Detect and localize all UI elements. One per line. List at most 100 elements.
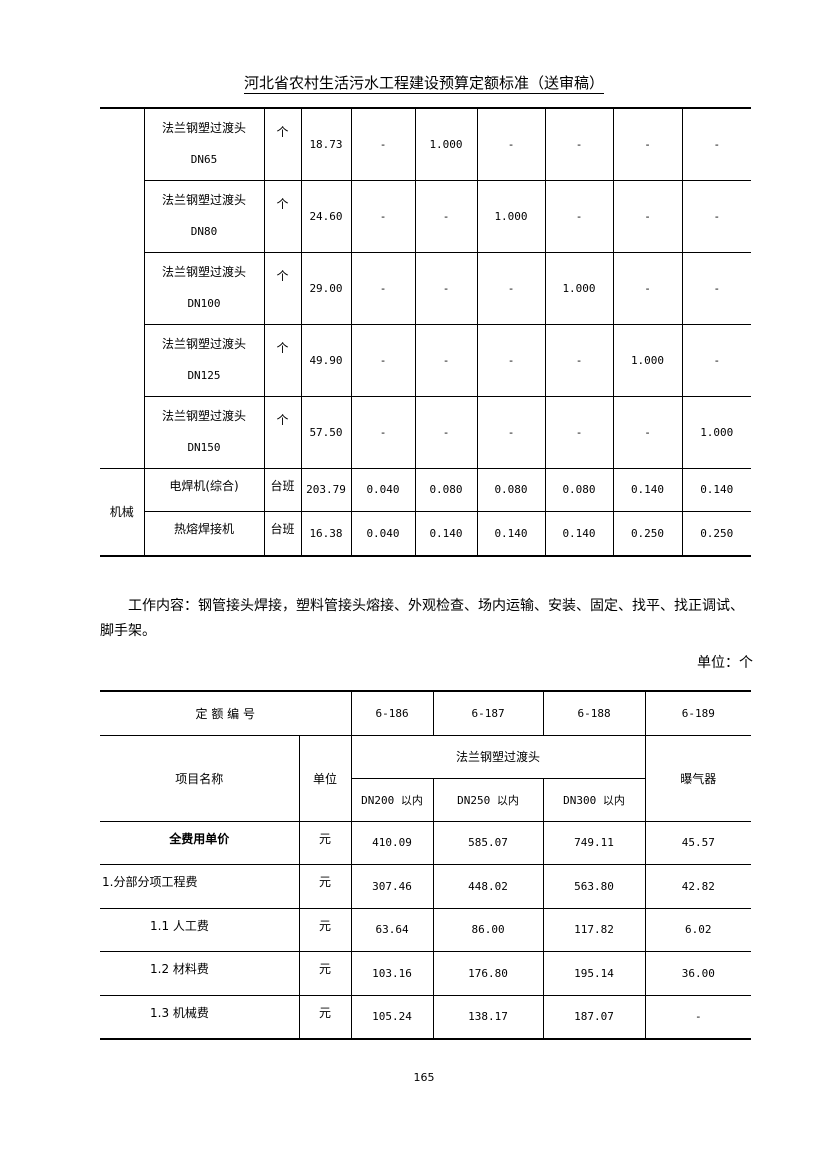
value-cell: 0.140 xyxy=(681,467,751,512)
value-cell: 117.82 xyxy=(542,907,646,952)
value-cell: - xyxy=(350,251,416,325)
header-row: 项目名称 单位 法兰钢塑过渡头 曝气器 xyxy=(100,734,752,822)
cost-item-name: 1.3 机械费 xyxy=(100,994,300,1039)
value-cell: - xyxy=(544,107,614,181)
value-cell: 0.140 xyxy=(414,510,478,557)
value-cell: - xyxy=(644,994,752,1039)
value-cell: 1.000 xyxy=(681,395,751,469)
material-row: 法兰钢塑过渡头 DN65 个 18.73-1.000- - - - xyxy=(100,107,751,469)
quota-table: 定 额 编 号 6-186 6-187 6-188 6-189 项目名称 单位 … xyxy=(100,690,752,1040)
subheader: DN250 以内 xyxy=(432,777,544,822)
value-cell: - xyxy=(681,251,751,325)
category-cell xyxy=(100,107,145,469)
cost-row: 1.2 材料费元 103.16 176.80 195.14 36.00 xyxy=(100,951,752,996)
code-cell: 6-189 xyxy=(644,690,752,736)
value-cell: 138.17 xyxy=(432,994,544,1039)
code-cell: 6-187 xyxy=(432,690,544,736)
work-content: 工作内容：钢管接头焊接，塑料管接头熔接、外观检查、场内运输、安装、固定、找平、找… xyxy=(100,598,744,639)
item-name-line: 法兰钢塑过渡头 xyxy=(161,337,246,351)
value-cell: - xyxy=(681,107,751,181)
item-name-line: 法兰钢塑过渡头 xyxy=(161,193,246,207)
unit-cell: 元 xyxy=(298,820,352,865)
material-row: 法兰钢塑过渡头 DN125 个 49.90- - - -1.000- xyxy=(100,323,751,397)
value-cell: 1.000 xyxy=(544,251,614,325)
value-cell: 307.46 xyxy=(350,864,434,909)
value-cell: 563.80 xyxy=(542,864,646,909)
item-name: 法兰钢塑过渡头 DN65 xyxy=(143,107,265,181)
value-cell: 0.140 xyxy=(612,467,683,512)
value-cell: 0.040 xyxy=(350,467,416,512)
price-cell: 24.60 xyxy=(300,179,352,253)
unit-cell: 元 xyxy=(298,994,352,1039)
item-name-line: 法兰钢塑过渡头 xyxy=(161,265,246,279)
value-cell: - xyxy=(414,395,478,469)
unit-cell: 个 xyxy=(263,179,302,253)
unit-cell: 元 xyxy=(298,864,352,909)
value-cell: 63.64 xyxy=(350,907,434,952)
value-cell: 0.250 xyxy=(681,510,751,557)
last-header: 曝气器 xyxy=(644,734,752,822)
item-name: 电焊机(综合) xyxy=(143,467,265,512)
unit-cell: 台班 xyxy=(263,510,302,557)
value-cell: 176.80 xyxy=(432,951,544,996)
unit-cell: 元 xyxy=(298,907,352,952)
price-cell: 49.90 xyxy=(300,323,352,397)
value-cell: 0.140 xyxy=(476,510,546,557)
cost-item-name: 1.分部分项工程费 xyxy=(100,864,300,909)
code-row: 定 额 编 号 6-186 6-187 6-188 6-189 xyxy=(100,690,752,736)
cost-item-name: 1.2 材料费 xyxy=(100,951,300,996)
price-cell: 18.73 xyxy=(300,107,352,181)
cost-row: 1.1 人工费元 63.64 86.00 117.82 6.02 xyxy=(100,907,752,952)
subheader: DN300 以内 xyxy=(542,777,646,822)
subheader: DN200 以内 xyxy=(351,777,434,822)
machine-row: 热熔焊接机 台班 16.38 0.040 0.140 0.140 0.140 0.250 0.2… xyxy=(100,510,751,557)
item-name-line: DN65 xyxy=(190,153,218,167)
value-cell: 36.00 xyxy=(644,951,752,996)
value-cell: 749.11 xyxy=(542,820,646,865)
value-cell: 42.82 xyxy=(644,864,752,909)
cost-item-name: 1.1 人工费 xyxy=(100,907,300,952)
value-cell: - xyxy=(681,323,751,397)
code-label: 定 额 编 号 xyxy=(100,690,352,736)
value-cell: 0.080 xyxy=(476,467,546,512)
value-cell: - xyxy=(350,179,416,253)
value-cell: 103.16 xyxy=(350,951,434,996)
value-cell: - xyxy=(544,323,614,397)
item-name-line: 法兰钢塑过渡头 xyxy=(161,409,246,423)
item-name-line: DN100 xyxy=(187,297,221,310)
material-row: 法兰钢塑过渡头 DN150 个 57.50- - - - -1.000 xyxy=(100,395,751,469)
price-cell: 16.38 xyxy=(300,510,352,557)
value-cell: - xyxy=(544,395,614,469)
item-name: 热熔焊接机 xyxy=(144,510,265,557)
unit-label: 单位 xyxy=(298,734,352,822)
value-cell: - xyxy=(476,251,546,325)
code-cell: 6-186 xyxy=(350,690,434,736)
value-cell: - xyxy=(612,179,683,253)
item-name-line: 法兰钢塑过渡头 xyxy=(161,121,246,136)
item-name: 法兰钢塑过渡头 DN80 xyxy=(144,179,265,253)
value-cell: 1.000 xyxy=(476,179,546,253)
item-name-line: DN80 xyxy=(190,225,218,238)
value-cell: 1.000 xyxy=(414,107,478,181)
cost-item-name: 全费用单价 xyxy=(100,820,300,865)
code-cell: 6-188 xyxy=(542,690,646,736)
value-cell: - xyxy=(681,179,751,253)
cost-row: 1.3 机械费元 105.24 138.17 187.07- xyxy=(100,994,752,1039)
unit-cell: 个 xyxy=(263,323,302,397)
machine-row: 机械 电焊机(综合) 台班 203.79 0.040 0.080 0.080 0.080 0.1… xyxy=(100,467,751,557)
unit-cell: 台班 xyxy=(263,467,302,512)
value-cell: 585.07 xyxy=(432,820,544,865)
item-name: 法兰钢塑过渡头 DN150 xyxy=(144,395,265,469)
item-name-line: DN150 xyxy=(187,441,221,454)
unit-cell: 个 xyxy=(263,395,302,469)
page-number: 165 xyxy=(413,1071,435,1084)
value-cell: - xyxy=(544,179,614,253)
unit-note: 单位：个 xyxy=(697,655,753,671)
value-cell: - xyxy=(612,107,683,181)
value-cell: - xyxy=(612,251,683,325)
value-cell: - xyxy=(350,323,416,397)
value-cell: 0.080 xyxy=(544,467,614,512)
value-cell: 187.07 xyxy=(542,994,646,1039)
material-row: 法兰钢塑过渡头 DN80 个 24.60- -1.000- - - xyxy=(100,179,751,253)
value-cell: 0.250 xyxy=(612,510,683,557)
